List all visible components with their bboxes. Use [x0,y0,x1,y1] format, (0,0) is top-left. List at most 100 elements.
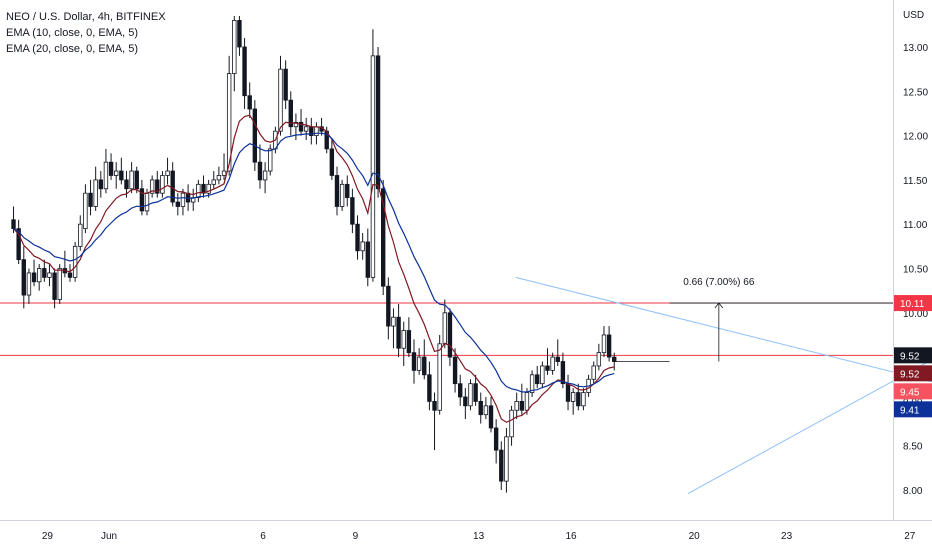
ema20-line [13,132,615,393]
candle-body [216,175,222,181]
candle-body [278,68,283,132]
candle [540,361,545,389]
candle [576,383,581,411]
candle-body [180,192,186,207]
candle-body [442,312,448,345]
candle-body [504,436,509,482]
candle [149,175,155,198]
price-label: 10.11 [894,295,932,312]
candle-body [360,241,365,252]
candle [396,303,401,358]
candle-body [11,219,16,230]
candle [298,109,304,136]
candle [514,392,519,420]
candle-body [247,95,252,110]
candle-body [355,223,360,252]
candle [447,308,453,366]
candle-body [155,179,160,194]
candle-body [545,365,550,371]
candle [119,157,124,185]
x-tick-label: Jun [101,531,117,542]
candle [42,259,47,282]
candle [52,268,57,309]
candle-body [540,365,545,385]
candle-body [396,316,401,349]
candle-body [21,259,26,296]
candle-body [52,272,57,300]
candle-body [612,356,617,362]
candle [334,166,340,216]
candle [247,82,252,118]
candle-body [386,285,391,327]
candle [309,117,314,145]
candle [386,277,391,340]
y-tick-label: 10.00 [903,309,928,320]
legend-symbol: NEO / U.S. Dollar, 4h, BITFINEX [6,11,166,23]
y-tick-label: 11.50 [903,176,928,187]
candle [375,47,381,198]
candle [365,228,370,287]
candle-body [596,352,602,367]
candle-body [458,383,463,398]
candle [565,374,571,411]
legend-ema20: EMA (20, close, 0, EMA, 5) [6,43,139,55]
candle [155,171,160,198]
candle-body [36,268,42,283]
candle [242,38,247,110]
x-tick-label: 16 [565,531,577,542]
candle [519,383,525,415]
candle [206,179,211,198]
candle-body [601,334,607,354]
candle [170,162,175,207]
candle [422,339,427,380]
price-label-text: 10.11 [900,299,925,310]
candle-body [252,108,258,163]
candle-body [175,201,181,207]
candle [201,175,206,198]
y-tick-label: 8.00 [903,486,923,497]
candle [62,250,68,278]
candle-body [401,330,406,349]
candle-body [114,170,119,176]
candle [581,388,586,411]
candle-body [108,161,114,176]
candle-body [380,188,386,287]
candle [47,264,52,287]
candle [360,233,365,260]
candle-body [103,161,109,190]
candle-body [88,192,93,207]
candle [36,264,42,291]
candle-body [16,228,21,261]
candle-body [555,356,560,362]
candle [416,348,422,375]
trendline [515,276,932,383]
candle [72,241,78,282]
candle [31,259,37,287]
candle [401,321,406,366]
chart-legend: NEO / U.S. Dollar, 4h, BITFINEX EMA (10,… [6,9,166,57]
candle-body [72,245,78,278]
x-tick-label: 6 [260,531,266,542]
candle [473,374,478,406]
candle-body [529,374,535,393]
candle-body [160,175,165,194]
candle-body [206,183,211,194]
candle [452,348,458,393]
candle-body [550,356,555,371]
candle [591,361,596,384]
candle [504,427,509,493]
candle [468,379,473,411]
candle-body [499,449,504,482]
x-tick-label: 20 [689,531,701,542]
candle-body [257,161,263,181]
candle [211,171,216,189]
candle [355,215,360,260]
trendline [687,359,932,494]
candle [216,166,222,185]
price-label-bg [894,347,932,364]
candle-body [565,383,571,402]
candle-body [427,374,432,402]
x-tick-label: 23 [781,531,793,542]
candle-body [560,361,566,385]
